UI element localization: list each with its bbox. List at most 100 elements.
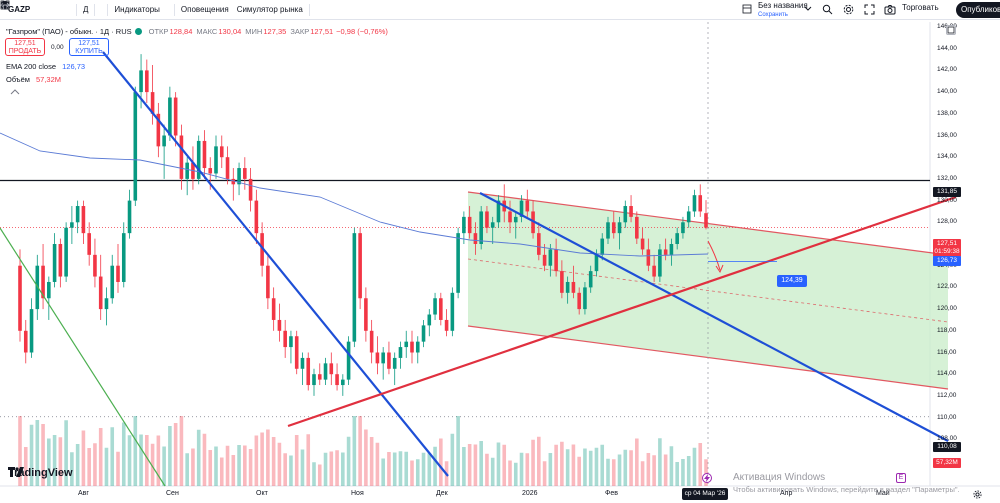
trade-button[interactable]: Торговать <box>902 3 939 12</box>
dividend-event-marker[interactable] <box>702 473 712 483</box>
candle-body <box>58 244 63 277</box>
volume-bar <box>81 430 86 486</box>
candle-body <box>202 140 207 169</box>
volume-bar <box>29 424 34 486</box>
candle-body <box>219 146 224 158</box>
windows-activation-watermark: Активация Windows Чтобы активировать Win… <box>733 472 960 496</box>
candle-body <box>335 374 339 386</box>
volume-bar <box>75 444 80 486</box>
economic-event-marker[interactable]: E <box>896 473 906 483</box>
volume-bar <box>191 448 195 486</box>
candle-body <box>439 298 443 320</box>
collapse-legend-button[interactable] <box>10 88 22 98</box>
top-toolbar: GAZP Д Индикаторы Оповещения <box>0 0 1000 20</box>
candle-body <box>237 168 241 185</box>
candle-body <box>208 168 213 174</box>
volume-bar <box>588 450 593 486</box>
interval-button[interactable]: Д <box>79 0 92 20</box>
candle-body <box>329 363 334 375</box>
volume-bar <box>23 447 28 486</box>
candle-body <box>104 298 109 310</box>
volume-bar <box>243 445 247 486</box>
candle-body <box>571 281 576 293</box>
volume-badge: 57,32M <box>933 458 961 468</box>
price-tick-label: 138,00 <box>937 109 957 117</box>
volume-bar <box>87 448 91 486</box>
tradingview-logo[interactable]: TradingView <box>8 467 73 479</box>
volume-bar <box>335 450 339 486</box>
search-icon <box>822 4 833 15</box>
candle-body <box>168 97 172 136</box>
buy-button[interactable]: 127,51 КУПИТЬ <box>69 38 109 56</box>
volume-bar <box>312 462 316 486</box>
candle-body <box>623 206 628 223</box>
candle-body <box>352 233 357 342</box>
candle-body <box>64 227 68 277</box>
candle-body <box>686 211 691 223</box>
volume-bar <box>513 462 518 486</box>
candle-body <box>698 195 703 212</box>
candle-body <box>98 276 103 310</box>
level-line-badge: 131,85 <box>933 187 961 197</box>
candle-body <box>473 233 478 244</box>
volume-bar <box>398 451 403 486</box>
candle-body <box>398 347 403 358</box>
interval-label: Д <box>83 5 89 14</box>
volume-legend[interactable]: Объём 57,32M <box>6 75 61 84</box>
volume-bar <box>41 424 45 486</box>
ema-legend[interactable]: EMA 200 close 126,73 <box>6 62 85 71</box>
close-label: ЗАКР <box>290 27 310 36</box>
candle-body <box>179 135 184 179</box>
market-status-dot <box>134 28 142 35</box>
volume-bar <box>271 437 276 486</box>
symbol-search[interactable]: GAZP <box>0 0 58 20</box>
volume-bar <box>283 453 287 486</box>
candle-body <box>519 200 524 217</box>
volume-bar <box>317 464 322 486</box>
price-tick-label: 136,00 <box>937 131 957 139</box>
candle-body <box>358 233 362 299</box>
candle-body <box>635 216 639 239</box>
candle-body <box>646 249 651 266</box>
sell-price: 127,51 <box>14 40 36 47</box>
volume-bar <box>583 448 587 486</box>
chevron-down-icon <box>804 6 812 11</box>
lightning-icon <box>704 474 710 482</box>
channel-middle-line <box>467 258 949 323</box>
maximize-pane-button[interactable] <box>946 25 956 35</box>
volume-bar <box>548 453 553 486</box>
symbol-title[interactable]: "Газпром" (ПАО) - обыкн. · 1Д · RUS <box>6 27 132 36</box>
candle-body <box>70 222 74 228</box>
volume-bar <box>433 446 437 486</box>
candle-body <box>266 265 270 299</box>
redo-button[interactable] <box>2 0 328 20</box>
volume-bar <box>289 455 293 486</box>
candle-body <box>600 238 605 255</box>
candle-body <box>652 265 656 277</box>
projection-price-label[interactable]: 124,39 <box>777 275 807 287</box>
low-value: 127,35 <box>263 27 287 36</box>
candle-body <box>277 319 282 331</box>
layout-icon <box>742 4 752 14</box>
publish-button[interactable]: Опубликовать <box>956 2 1000 18</box>
projection-arrow-head <box>715 264 724 274</box>
candle-body <box>427 314 432 326</box>
ema-label: EMA 200 close <box>6 62 57 71</box>
candle-body <box>704 213 708 228</box>
volume-bar <box>392 452 397 486</box>
candle-body <box>162 135 166 147</box>
ema-value: 126,73 <box>62 62 86 71</box>
price-tick-label: 114,00 <box>937 370 957 378</box>
price-tick-label: 108,00 <box>937 435 957 443</box>
volume-bar <box>415 459 420 486</box>
time-tick-label: Авг <box>78 490 89 497</box>
candle-body <box>560 271 564 293</box>
candle-body <box>496 200 501 223</box>
volume-bar <box>577 456 581 486</box>
last-price-value: 127,51 <box>937 240 957 247</box>
sell-button[interactable]: 127,51 ПРОДАТЬ <box>5 38 45 56</box>
candle-body <box>346 341 351 380</box>
volume-bar <box>277 442 282 486</box>
